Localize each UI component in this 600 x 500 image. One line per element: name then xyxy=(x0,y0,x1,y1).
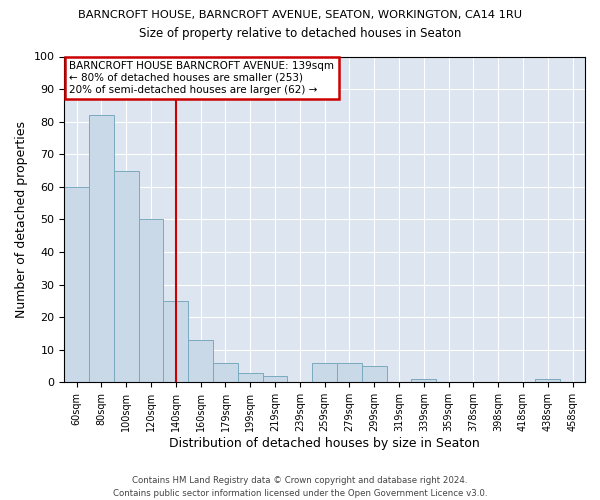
Bar xyxy=(535,379,560,382)
Bar xyxy=(337,363,362,382)
Text: Size of property relative to detached houses in Seaton: Size of property relative to detached ho… xyxy=(139,28,461,40)
Text: Contains HM Land Registry data © Crown copyright and database right 2024.
Contai: Contains HM Land Registry data © Crown c… xyxy=(113,476,487,498)
Bar xyxy=(188,340,213,382)
Bar xyxy=(312,363,337,382)
Bar xyxy=(163,301,188,382)
Bar xyxy=(412,379,436,382)
Bar xyxy=(89,115,114,382)
Bar xyxy=(114,170,139,382)
Text: BARNCROFT HOUSE, BARNCROFT AVENUE, SEATON, WORKINGTON, CA14 1RU: BARNCROFT HOUSE, BARNCROFT AVENUE, SEATO… xyxy=(78,10,522,20)
Bar xyxy=(238,372,263,382)
Bar xyxy=(64,187,89,382)
Text: BARNCROFT HOUSE BARNCROFT AVENUE: 139sqm
← 80% of detached houses are smaller (2: BARNCROFT HOUSE BARNCROFT AVENUE: 139sqm… xyxy=(70,62,334,94)
Bar xyxy=(362,366,386,382)
Bar xyxy=(213,363,238,382)
X-axis label: Distribution of detached houses by size in Seaton: Distribution of detached houses by size … xyxy=(169,437,480,450)
Bar xyxy=(139,220,163,382)
Y-axis label: Number of detached properties: Number of detached properties xyxy=(15,121,28,318)
Bar xyxy=(263,376,287,382)
